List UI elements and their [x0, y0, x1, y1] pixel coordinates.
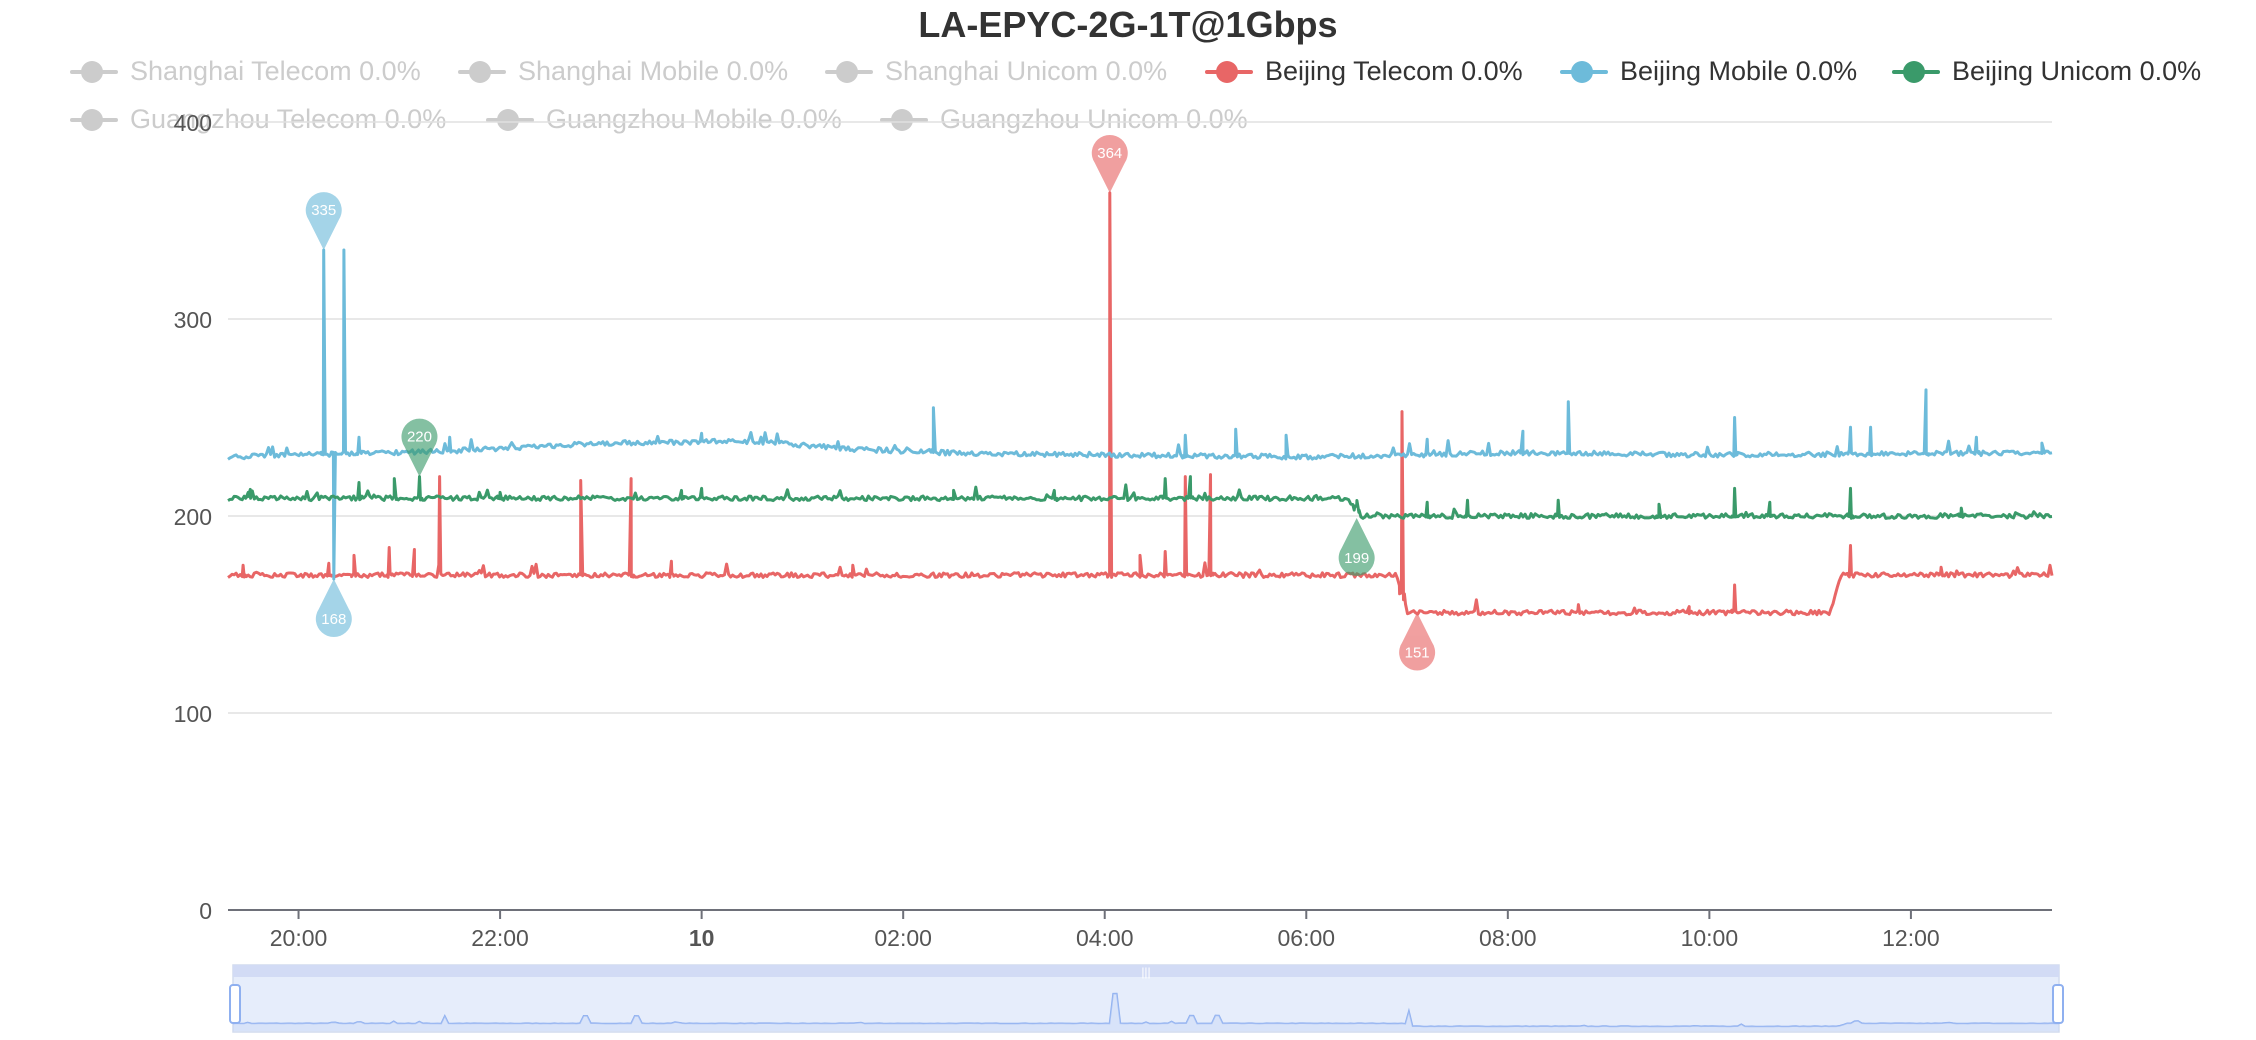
legend-label: Shanghai Unicom 0.0% — [885, 56, 1168, 86]
legend-item[interactable]: Beijing Unicom 0.0% — [1892, 56, 2201, 87]
chart-grid — [228, 121, 2052, 714]
legend-item[interactable]: Guangzhou Telecom 0.0% — [70, 104, 446, 135]
zoom-left-handle[interactable] — [229, 984, 241, 1024]
x-axis: 20:00 22:00 10 02:00 04:00 06:00 08:00 10:00 12:… — [228, 909, 2052, 951]
legend-swatch-icon — [70, 108, 118, 131]
y-tick-label: 100 — [174, 701, 212, 727]
series-marker-max[interactable]: 364 — [1091, 134, 1128, 193]
x-tick-label: 02:00 — [874, 925, 932, 951]
legend-swatch-icon — [825, 60, 873, 83]
series-layer — [227, 191, 2054, 617]
legend-swatch-icon — [1560, 60, 1608, 83]
legend-label: Guangzhou Mobile 0.0% — [546, 104, 842, 134]
legend-swatch-icon — [1892, 60, 1940, 83]
legend-label: Beijing Unicom 0.0% — [1952, 56, 2202, 86]
series-marker-max[interactable]: 220 — [401, 418, 438, 477]
series-line — [227, 191, 2054, 617]
series-line — [227, 475, 2053, 520]
y-tick-label: 200 — [174, 504, 212, 530]
legend-item[interactable]: Shanghai Unicom 0.0% — [825, 56, 1167, 87]
legend-item[interactable]: Guangzhou Unicom 0.0% — [880, 104, 1248, 135]
x-tick-label: 08:00 — [1479, 925, 1537, 951]
y-tick-label: 0 — [199, 898, 212, 924]
chart-title: LA-EPYC-2G-1T@1Gbps — [918, 4, 1338, 45]
legend-swatch-icon — [70, 60, 118, 83]
zoom-right-handle[interactable] — [2052, 984, 2064, 1024]
series-marker-min[interactable]: 199 — [1338, 517, 1375, 576]
zoom-preview-line — [232, 992, 2060, 1028]
legend-swatch-icon — [486, 108, 534, 131]
zoom-grip-icon: ||| — [1141, 965, 1150, 979]
series-marker-min[interactable]: 151 — [1399, 612, 1436, 671]
legend-label: Guangzhou Unicom 0.0% — [940, 104, 1248, 134]
x-tick-label: 20:00 — [270, 925, 328, 951]
legend-swatch-icon — [880, 108, 928, 131]
y-tick-label: 400 — [174, 110, 212, 136]
series-line — [227, 248, 2053, 581]
legend-item[interactable]: Guangzhou Mobile 0.0% — [486, 104, 842, 135]
marker-label: 364 — [1097, 145, 1122, 162]
legend-label: Beijing Telecom 0.0% — [1265, 56, 1523, 86]
legend-item[interactable]: Beijing Telecom 0.0% — [1205, 56, 1523, 87]
marker-layer: 364 151 335 168 220 199 — [305, 134, 1436, 671]
zoom-move-handle[interactable] — [233, 965, 2059, 977]
marker-label: 199 — [1344, 550, 1369, 567]
x-tick-label: 10 — [689, 925, 715, 951]
marker-label: 335 — [311, 202, 336, 219]
x-tick-label: 06:00 — [1277, 925, 1335, 951]
legend-label: Shanghai Telecom 0.0% — [130, 56, 421, 86]
y-axis: 0 100 200 300 400 — [174, 110, 212, 924]
x-tick-label: 12:00 — [1882, 925, 1940, 951]
x-tick-label: 10:00 — [1681, 925, 1739, 951]
series-marker-max[interactable]: 335 — [305, 192, 342, 251]
legend-swatch-icon — [458, 60, 506, 83]
legend-label: Beijing Mobile 0.0% — [1620, 56, 1858, 86]
legend-swatch-icon — [1205, 60, 1253, 83]
x-tick-label: 22:00 — [471, 925, 529, 951]
marker-label: 151 — [1405, 645, 1430, 662]
marker-label: 168 — [321, 611, 346, 628]
legend-item[interactable]: Shanghai Mobile 0.0% — [458, 56, 788, 87]
zoom-slider[interactable]: ||| — [229, 964, 2064, 1033]
legend-label: Shanghai Mobile 0.0% — [518, 56, 789, 86]
series-marker-min[interactable]: 168 — [315, 579, 352, 637]
y-tick-label: 300 — [174, 307, 212, 333]
marker-label: 220 — [407, 429, 432, 446]
legend-item[interactable]: Shanghai Telecom 0.0% — [70, 56, 421, 87]
zoom-preview-area — [233, 993, 2059, 1031]
legend-item[interactable]: Beijing Mobile 0.0% — [1560, 56, 1857, 87]
legend-label: Guangzhou Telecom 0.0% — [130, 104, 447, 134]
x-tick-label: 04:00 — [1076, 925, 1134, 951]
